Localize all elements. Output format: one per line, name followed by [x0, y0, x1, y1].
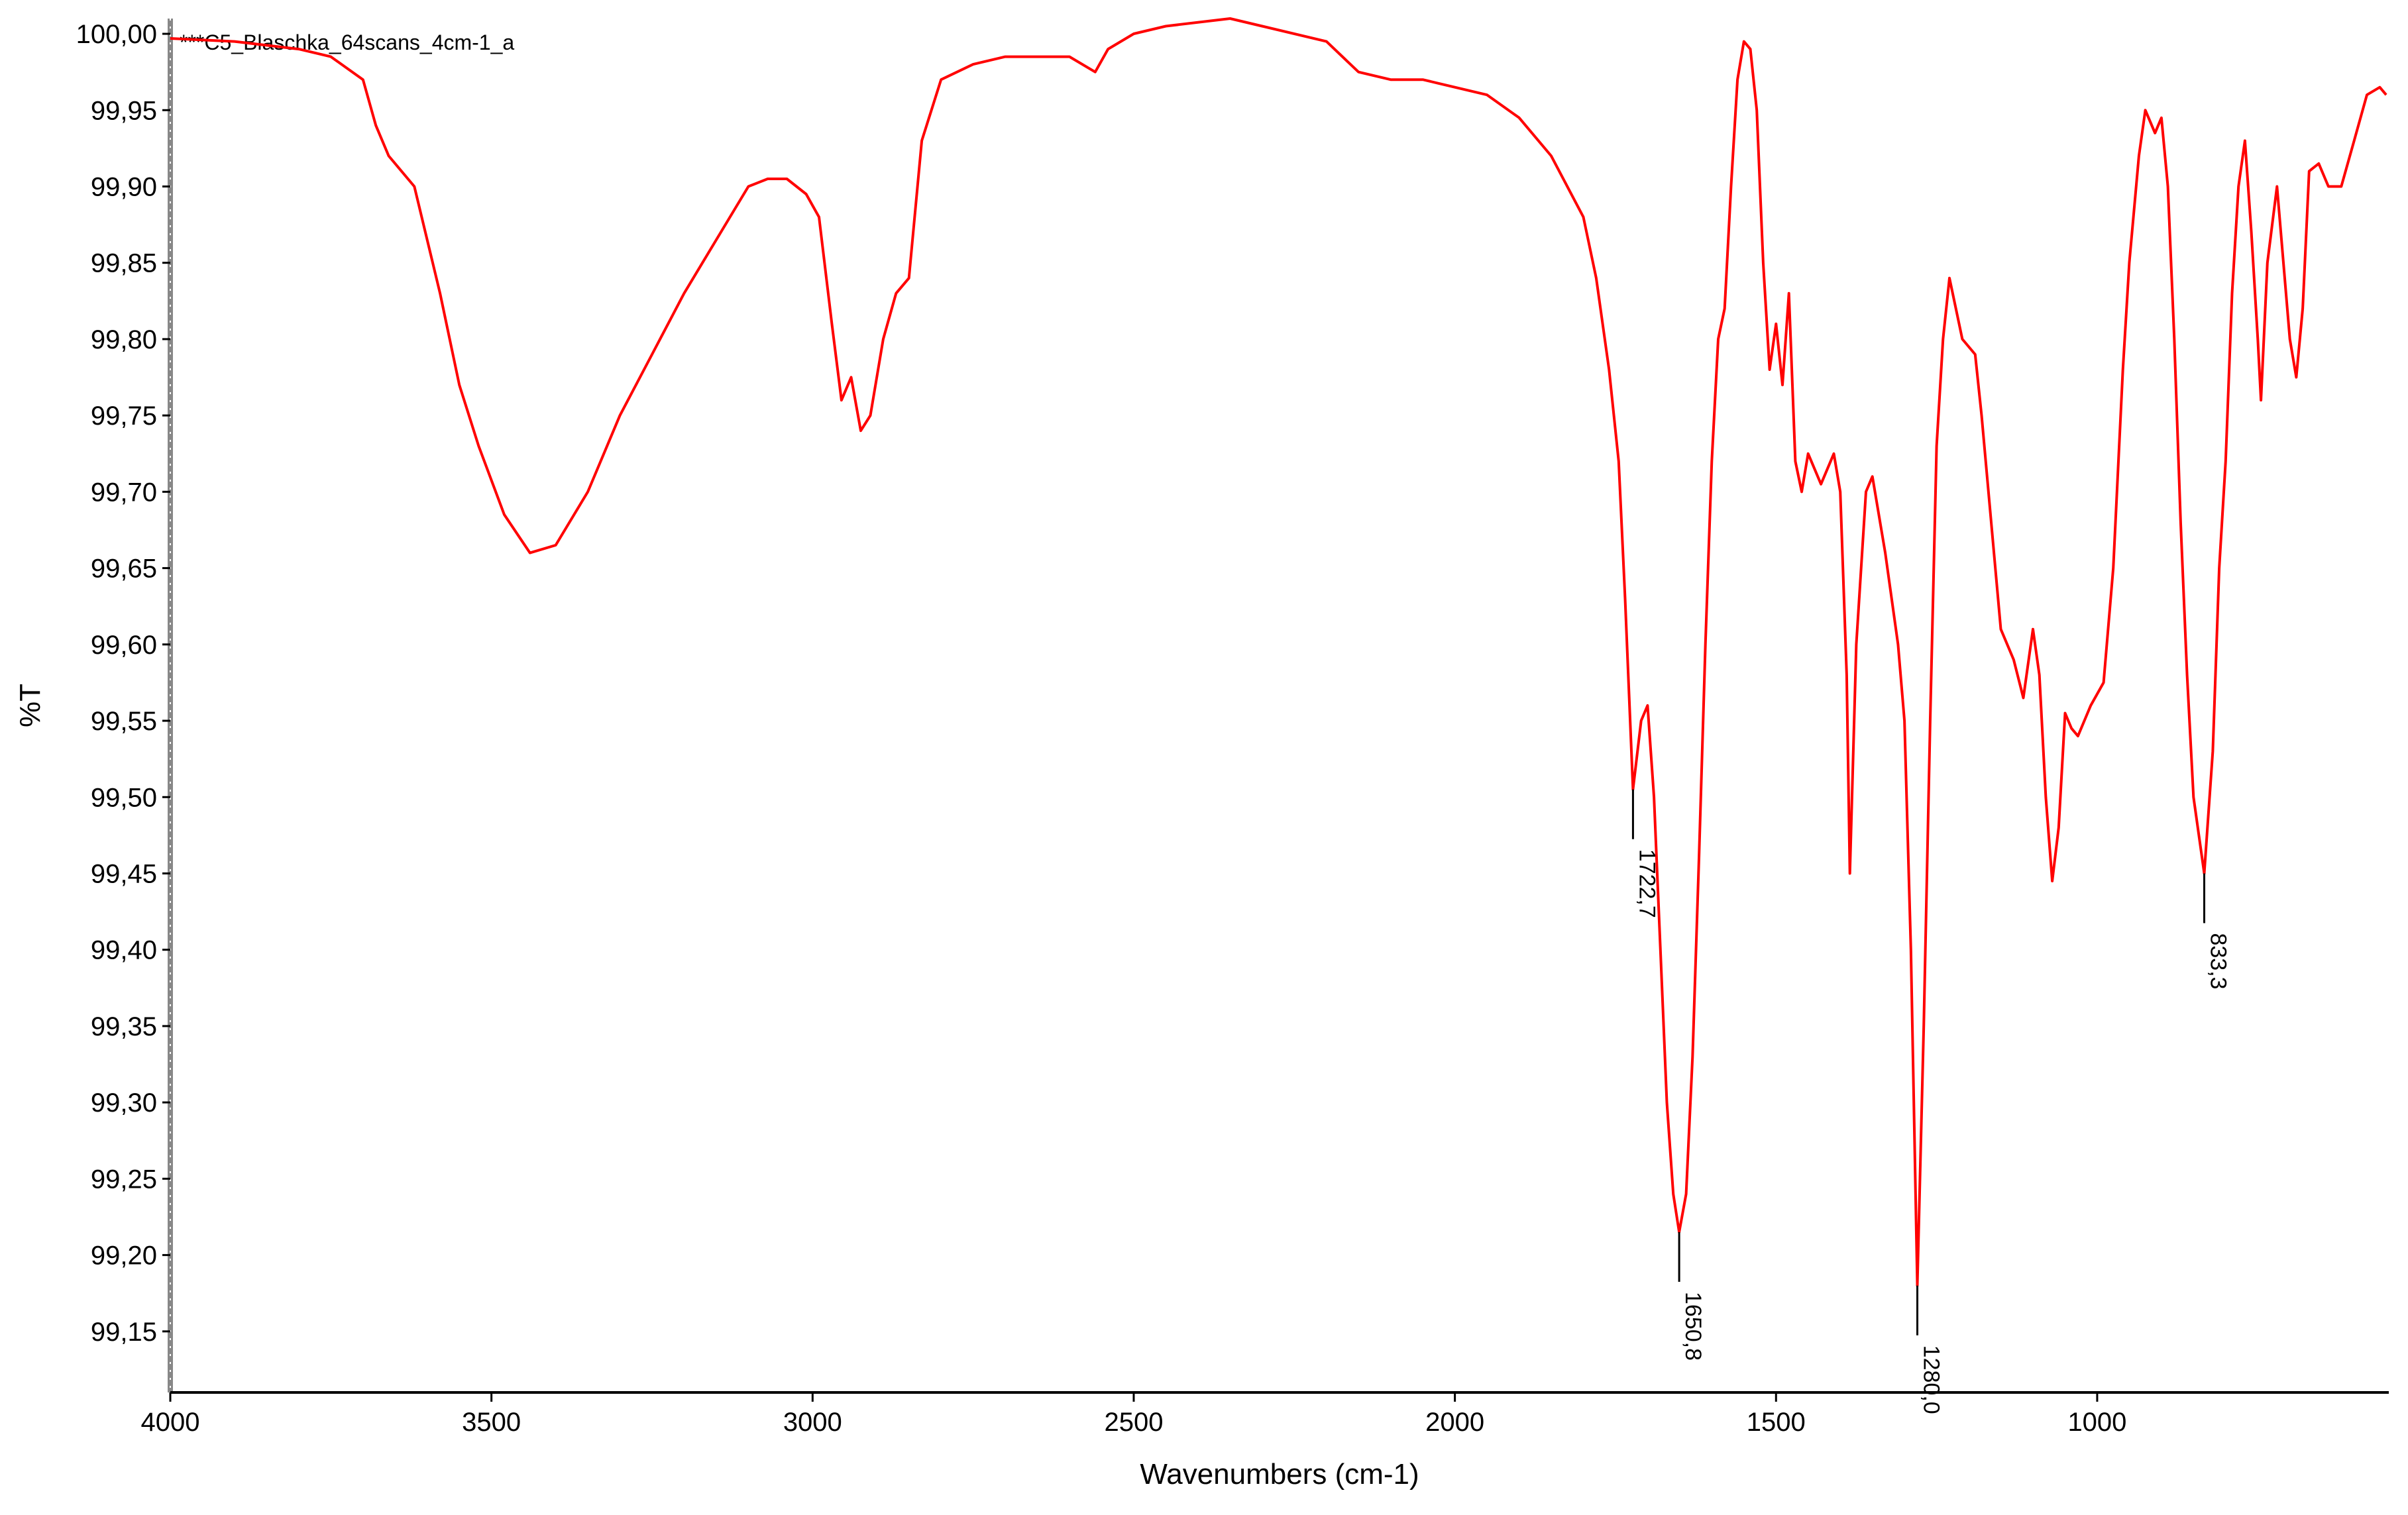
y-axis-title: %T [14, 684, 46, 727]
y-tick-label: 99,75 [91, 401, 157, 431]
y-tick-label: 99,20 [91, 1241, 157, 1271]
x-tick-label: 1000 [2067, 1408, 2126, 1437]
x-tick-label: 1500 [1747, 1408, 1806, 1437]
peak-label: 1650,8 [1680, 1292, 1706, 1361]
y-tick-label: 99,45 [91, 859, 157, 888]
y-tick-label: 99,80 [91, 325, 157, 354]
spectrum-line [170, 17, 2387, 1287]
y-tick-label: 99,95 [91, 96, 157, 125]
y-tick-label: 99,25 [91, 1165, 157, 1194]
x-tick-label: 4000 [141, 1408, 200, 1437]
y-tick-label: 99,70 [91, 478, 157, 507]
y-tick-label: 99,90 [91, 172, 157, 201]
peak-label: 1280,0 [1919, 1345, 1944, 1414]
y-tick-label: 99,85 [91, 249, 157, 278]
peak-label: 833,3 [2206, 933, 2231, 989]
y-tick-label: 99,55 [91, 707, 157, 736]
y-tick-label: 99,30 [91, 1088, 157, 1118]
peak-label: 1722,7 [1634, 849, 1659, 918]
y-tick-label: 99,50 [91, 783, 157, 812]
x-axis-title: Wavenumbers (cm-1) [1140, 1458, 1419, 1490]
x-tick-label: 3500 [462, 1408, 521, 1437]
y-tick-label: 99,60 [91, 631, 157, 660]
x-tick-label: 2500 [1104, 1408, 1163, 1437]
y-tick-label: 99,65 [91, 554, 157, 584]
y-tick-label: 99,40 [91, 936, 157, 965]
y-tick-label: 99,35 [91, 1012, 157, 1041]
y-tick-label: 100,00 [76, 20, 157, 49]
x-tick-label: 2000 [1425, 1408, 1484, 1437]
y-tick-label: 99,15 [91, 1318, 157, 1347]
x-tick-label: 3000 [783, 1408, 842, 1437]
